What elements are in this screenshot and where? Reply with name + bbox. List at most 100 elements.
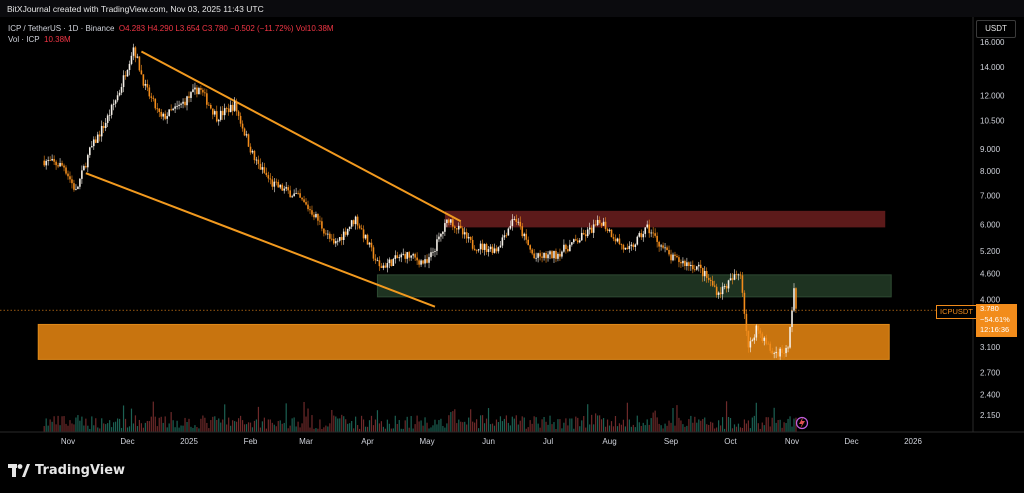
- volume-label[interactable]: Vol · ICP: [8, 35, 40, 44]
- volume-bar: [91, 416, 93, 432]
- candle: [148, 87, 151, 97]
- candle: [580, 232, 583, 241]
- volume-bar: [180, 425, 182, 432]
- volume-bar: [355, 416, 357, 432]
- volume-bar: [77, 415, 79, 432]
- candle: [273, 181, 276, 187]
- volume-bar: [144, 422, 146, 432]
- currency-unit-button[interactable]: USDT: [976, 20, 1016, 38]
- candle: [529, 245, 531, 250]
- candle: [45, 160, 47, 166]
- volume-bar: [573, 428, 575, 432]
- volume-bar: [478, 428, 480, 432]
- candle: [134, 47, 137, 58]
- volume-bar: [160, 416, 162, 432]
- volume-bar: [394, 415, 396, 432]
- candle: [692, 264, 694, 270]
- candle: [509, 225, 512, 229]
- candle: [715, 286, 718, 295]
- candle: [63, 165, 65, 168]
- candle: [396, 255, 399, 259]
- candle: [400, 254, 403, 258]
- volume-bar: [67, 425, 69, 432]
- candle: [680, 262, 682, 264]
- volume-bar: [533, 416, 535, 432]
- candle: [634, 244, 637, 247]
- bar-countdown: 12:16:36: [980, 325, 1010, 334]
- volume-bar: [479, 415, 482, 432]
- candle: [791, 310, 793, 327]
- volume-bar: [551, 424, 553, 432]
- volume-bar: [79, 420, 81, 432]
- volume-bar: [293, 417, 295, 432]
- volume-bar: [87, 425, 89, 432]
- volume-bar: [775, 422, 777, 432]
- volume-bar: [628, 419, 630, 432]
- volume-bar: [509, 425, 511, 432]
- volume-bar: [146, 420, 148, 432]
- volume-bar: [781, 427, 783, 432]
- candle: [297, 193, 299, 194]
- candle: [336, 240, 339, 242]
- candle: [658, 241, 660, 247]
- volume-bar: [483, 423, 486, 432]
- x-tick-label: Mar: [299, 437, 313, 446]
- chart-legend: ICP / TetherUS · 1D · Binance O4.283 H4.…: [8, 23, 334, 45]
- volume-bar: [545, 421, 547, 432]
- volume-bar: [672, 407, 674, 432]
- volume-bar: [170, 412, 172, 432]
- candle: [235, 101, 238, 112]
- volume-bar: [721, 417, 724, 432]
- candle: [793, 288, 795, 311]
- volume-bar: [118, 418, 121, 432]
- price-chart[interactable]: 16.000 14.000 12.000 10.500 9.000 8.000 7.000 6…: [0, 17, 1024, 456]
- volume-bar: [362, 419, 365, 432]
- candle: [416, 257, 418, 261]
- volume-bar: [610, 421, 613, 432]
- candle: [777, 351, 779, 357]
- candle: [114, 100, 117, 104]
- candle: [475, 250, 478, 252]
- volume-bar: [458, 419, 460, 432]
- candle: [108, 114, 111, 116]
- candle: [92, 139, 95, 147]
- candle: [380, 266, 383, 268]
- candle: [329, 233, 331, 239]
- candle: [263, 167, 266, 173]
- candle: [168, 109, 170, 117]
- tradingview-logo[interactable]: TradingView: [8, 463, 125, 478]
- volume-bar: [93, 425, 95, 432]
- attribution-bar: BitXJournal created with TradingView.com…: [0, 0, 1024, 17]
- demand-zone: [37, 323, 890, 360]
- volume-bar: [303, 401, 305, 432]
- candle: [241, 123, 244, 129]
- candle: [686, 262, 688, 267]
- candle: [269, 178, 272, 180]
- volume-bar: [408, 427, 410, 432]
- volume-bar: [245, 424, 248, 432]
- x-tick-label: Oct: [724, 437, 737, 446]
- volume-bar: [414, 424, 416, 432]
- candle: [122, 75, 125, 88]
- volume-bar: [317, 428, 319, 432]
- volume-bar: [47, 425, 49, 432]
- candle: [49, 160, 51, 161]
- volume-bar: [184, 417, 186, 432]
- volume-bar: [593, 424, 595, 432]
- candle: [178, 104, 180, 106]
- candle: [87, 155, 89, 168]
- candle: [231, 104, 234, 111]
- symbol-label[interactable]: ICP / TetherUS · 1D · Binance: [8, 24, 115, 33]
- volume-bar: [410, 416, 412, 432]
- candle: [188, 96, 190, 98]
- volume-bar: [140, 423, 142, 432]
- volume-bar: [668, 420, 670, 432]
- candle: [208, 104, 210, 106]
- volume-bar: [353, 428, 355, 432]
- candle: [418, 260, 420, 265]
- volume-bar: [396, 423, 398, 432]
- volume-bar: [257, 406, 260, 432]
- volume-bar: [497, 422, 500, 432]
- candle: [450, 219, 452, 223]
- candle: [390, 259, 393, 267]
